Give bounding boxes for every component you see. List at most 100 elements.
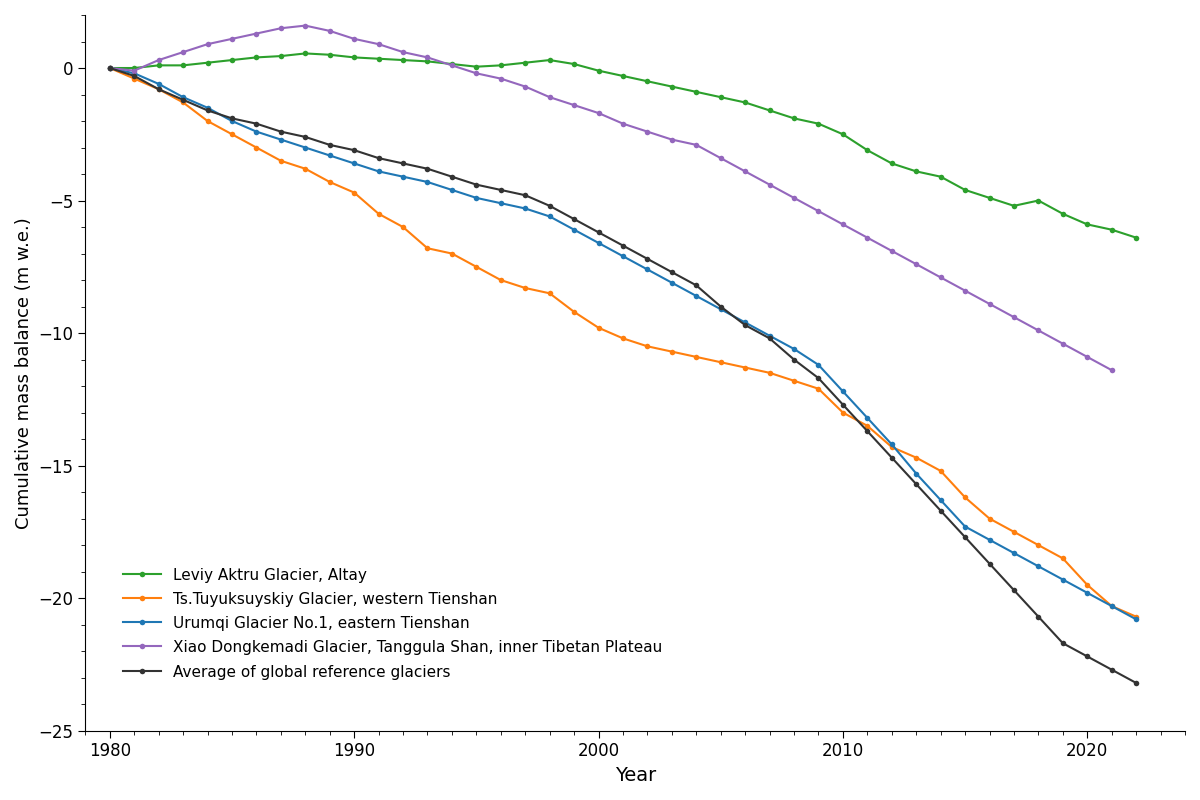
- Ts.Tuyuksuyskiy Glacier, western Tienshan: [689, 352, 703, 362]
- Urumqi Glacier No.1, eastern Tienshan: [640, 265, 654, 274]
- Xiao Dongkemadi Glacier, Tanggula Shan, inner Tibetan Plateau: [518, 82, 533, 91]
- Average of global reference glaciers: [1031, 612, 1045, 622]
- Xiao Dongkemadi Glacier, Tanggula Shan, inner Tibetan Plateau: [176, 47, 191, 57]
- Line: Ts.Tuyuksuyskiy Glacier, western Tienshan: Ts.Tuyuksuyskiy Glacier, western Tiensha…: [107, 66, 1139, 619]
- Ts.Tuyuksuyskiy Glacier, western Tienshan: [884, 442, 899, 452]
- Ts.Tuyuksuyskiy Glacier, western Tienshan: [714, 358, 728, 367]
- Urumqi Glacier No.1, eastern Tienshan: [958, 522, 972, 531]
- Average of global reference glaciers: [250, 119, 264, 129]
- Leviy Aktru Glacier, Altay: [493, 61, 508, 70]
- Xiao Dongkemadi Glacier, Tanggula Shan, inner Tibetan Plateau: [811, 206, 826, 216]
- Leviy Aktru Glacier, Altay: [445, 59, 460, 69]
- Average of global reference glaciers: [1129, 678, 1144, 688]
- Ts.Tuyuksuyskiy Glacier, western Tienshan: [371, 209, 385, 218]
- Average of global reference glaciers: [469, 180, 484, 190]
- Leviy Aktru Glacier, Altay: [592, 66, 606, 75]
- Ts.Tuyuksuyskiy Glacier, western Tienshan: [983, 514, 997, 523]
- Urumqi Glacier No.1, eastern Tienshan: [665, 278, 679, 287]
- Average of global reference glaciers: [983, 559, 997, 569]
- Leviy Aktru Glacier, Altay: [665, 82, 679, 91]
- Urumqi Glacier No.1, eastern Tienshan: [200, 103, 215, 113]
- Xiao Dongkemadi Glacier, Tanggula Shan, inner Tibetan Plateau: [102, 63, 116, 73]
- Average of global reference glaciers: [200, 106, 215, 115]
- Leviy Aktru Glacier, Altay: [176, 61, 191, 70]
- Urumqi Glacier No.1, eastern Tienshan: [1080, 588, 1094, 598]
- Ts.Tuyuksuyskiy Glacier, western Tienshan: [738, 362, 752, 372]
- Urumqi Glacier No.1, eastern Tienshan: [298, 142, 312, 152]
- Leviy Aktru Glacier, Altay: [469, 62, 484, 71]
- Leviy Aktru Glacier, Altay: [1080, 219, 1094, 229]
- Ts.Tuyuksuyskiy Glacier, western Tienshan: [665, 347, 679, 357]
- Xiao Dongkemadi Glacier, Tanggula Shan, inner Tibetan Plateau: [274, 23, 288, 33]
- Urumqi Glacier No.1, eastern Tienshan: [518, 204, 533, 214]
- Xiao Dongkemadi Glacier, Tanggula Shan, inner Tibetan Plateau: [908, 259, 923, 269]
- Line: Leviy Aktru Glacier, Altay: Leviy Aktru Glacier, Altay: [107, 50, 1139, 241]
- Average of global reference glaciers: [224, 114, 239, 123]
- Leviy Aktru Glacier, Altay: [274, 51, 288, 61]
- Leviy Aktru Glacier, Altay: [396, 55, 410, 65]
- Average of global reference glaciers: [445, 172, 460, 182]
- Urumqi Glacier No.1, eastern Tienshan: [714, 305, 728, 314]
- Urumqi Glacier No.1, eastern Tienshan: [762, 331, 776, 341]
- Urumqi Glacier No.1, eastern Tienshan: [566, 225, 581, 234]
- Ts.Tuyuksuyskiy Glacier, western Tienshan: [224, 130, 239, 139]
- Average of global reference glaciers: [102, 63, 116, 73]
- Xiao Dongkemadi Glacier, Tanggula Shan, inner Tibetan Plateau: [958, 286, 972, 295]
- Ts.Tuyuksuyskiy Glacier, western Tienshan: [592, 323, 606, 333]
- Leviy Aktru Glacier, Altay: [714, 92, 728, 102]
- Average of global reference glaciers: [1104, 665, 1118, 674]
- Xiao Dongkemadi Glacier, Tanggula Shan, inner Tibetan Plateau: [298, 21, 312, 30]
- Leviy Aktru Glacier, Altay: [811, 119, 826, 129]
- Average of global reference glaciers: [1080, 652, 1094, 662]
- Xiao Dongkemadi Glacier, Tanggula Shan, inner Tibetan Plateau: [689, 140, 703, 150]
- Leviy Aktru Glacier, Altay: [616, 71, 630, 81]
- Leviy Aktru Glacier, Altay: [347, 53, 361, 62]
- Leviy Aktru Glacier, Altay: [200, 58, 215, 67]
- Urumqi Glacier No.1, eastern Tienshan: [787, 344, 802, 354]
- Xiao Dongkemadi Glacier, Tanggula Shan, inner Tibetan Plateau: [665, 134, 679, 144]
- Ts.Tuyuksuyskiy Glacier, western Tienshan: [396, 222, 410, 232]
- Average of global reference glaciers: [347, 146, 361, 155]
- Urumqi Glacier No.1, eastern Tienshan: [811, 360, 826, 370]
- Leviy Aktru Glacier, Altay: [738, 98, 752, 107]
- Leviy Aktru Glacier, Altay: [298, 49, 312, 58]
- Urumqi Glacier No.1, eastern Tienshan: [274, 134, 288, 144]
- Ts.Tuyuksuyskiy Glacier, western Tienshan: [493, 275, 508, 285]
- Leviy Aktru Glacier, Altay: [1104, 225, 1118, 234]
- Line: Urumqi Glacier No.1, eastern Tienshan: Urumqi Glacier No.1, eastern Tienshan: [107, 66, 1139, 622]
- Urumqi Glacier No.1, eastern Tienshan: [689, 291, 703, 301]
- Urumqi Glacier No.1, eastern Tienshan: [542, 212, 557, 222]
- Urumqi Glacier No.1, eastern Tienshan: [224, 116, 239, 126]
- Ts.Tuyuksuyskiy Glacier, western Tienshan: [542, 289, 557, 298]
- Xiao Dongkemadi Glacier, Tanggula Shan, inner Tibetan Plateau: [592, 108, 606, 118]
- Line: Xiao Dongkemadi Glacier, Tanggula Shan, inner Tibetan Plateau: Xiao Dongkemadi Glacier, Tanggula Shan, …: [107, 23, 1115, 373]
- Xiao Dongkemadi Glacier, Tanggula Shan, inner Tibetan Plateau: [1007, 312, 1021, 322]
- Xiao Dongkemadi Glacier, Tanggula Shan, inner Tibetan Plateau: [250, 29, 264, 38]
- Leviy Aktru Glacier, Altay: [835, 130, 850, 139]
- Ts.Tuyuksuyskiy Glacier, western Tienshan: [835, 408, 850, 418]
- Xiao Dongkemadi Glacier, Tanggula Shan, inner Tibetan Plateau: [1031, 326, 1045, 335]
- Urumqi Glacier No.1, eastern Tienshan: [347, 158, 361, 168]
- Xiao Dongkemadi Glacier, Tanggula Shan, inner Tibetan Plateau: [542, 92, 557, 102]
- Ts.Tuyuksuyskiy Glacier, western Tienshan: [787, 376, 802, 386]
- Urumqi Glacier No.1, eastern Tienshan: [860, 413, 875, 422]
- Leviy Aktru Glacier, Altay: [224, 55, 239, 65]
- Average of global reference glaciers: [371, 154, 385, 163]
- Xiao Dongkemadi Glacier, Tanggula Shan, inner Tibetan Plateau: [835, 219, 850, 229]
- Leviy Aktru Glacier, Altay: [860, 146, 875, 155]
- Average of global reference glaciers: [787, 354, 802, 364]
- Average of global reference glaciers: [689, 281, 703, 290]
- Urumqi Glacier No.1, eastern Tienshan: [934, 495, 948, 505]
- Leviy Aktru Glacier, Altay: [689, 87, 703, 97]
- Average of global reference glaciers: [566, 214, 581, 224]
- Average of global reference glaciers: [592, 227, 606, 237]
- Urumqi Glacier No.1, eastern Tienshan: [151, 79, 166, 89]
- Leviy Aktru Glacier, Altay: [127, 63, 142, 73]
- Ts.Tuyuksuyskiy Glacier, western Tienshan: [811, 384, 826, 394]
- Xiao Dongkemadi Glacier, Tanggula Shan, inner Tibetan Plateau: [224, 34, 239, 44]
- Xiao Dongkemadi Glacier, Tanggula Shan, inner Tibetan Plateau: [347, 34, 361, 44]
- Xiao Dongkemadi Glacier, Tanggula Shan, inner Tibetan Plateau: [884, 246, 899, 256]
- Xiao Dongkemadi Glacier, Tanggula Shan, inner Tibetan Plateau: [323, 26, 337, 36]
- Average of global reference glaciers: [860, 426, 875, 436]
- Leviy Aktru Glacier, Altay: [983, 193, 997, 202]
